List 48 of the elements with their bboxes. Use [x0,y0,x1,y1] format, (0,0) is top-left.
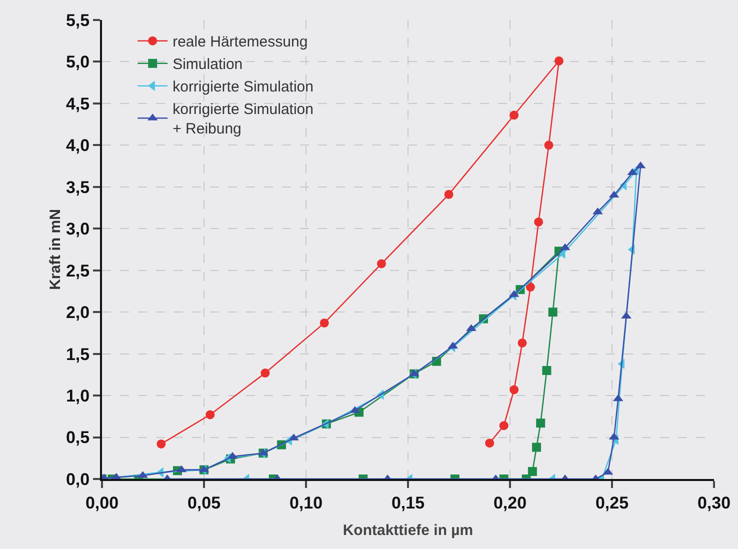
legend-label: korrigierte Simulation [172,78,314,96]
y-tick-label: 5,0 [66,52,90,72]
point [548,308,558,317]
x-tick-label: 0,00 [85,493,119,512]
y-tick-label: 1,5 [66,344,90,364]
x-tick-label: 0,25 [595,493,629,512]
x-axis-title: Kontakttiefe in µm [342,522,474,539]
x-tick-label: 0,05 [187,493,221,512]
legend-label: korrigierte Simulation + Reibung [172,101,314,138]
point [499,421,508,430]
y-tick-label: 2,5 [66,261,90,280]
point [528,466,537,476]
point [206,410,215,420]
point [444,190,454,199]
y-tick-label: 0,5 [66,428,90,448]
y-tick-label: 3,0 [66,220,90,239]
point [156,439,166,448]
point [466,324,476,332]
point [260,368,270,378]
y-tick-label: 1,0 [66,386,90,406]
point [542,366,552,376]
point [534,217,544,226]
y-tick-label: 4,5 [66,94,90,114]
point [621,312,632,319]
y-tick-label: 3,5 [66,178,90,197]
point [510,110,519,120]
y-tick-label: 0,0 [66,470,90,489]
point [554,56,564,66]
point [320,318,329,328]
legend-label: reale Härtemessung [172,34,308,51]
point [485,438,494,448]
point [518,338,527,348]
point [544,140,554,150]
point [536,418,546,428]
legend-label: Simulation [172,56,243,74]
x-tick-label: 0,30 [697,493,731,512]
x-tick-label: 0,15 [391,493,425,512]
y-tick-label: 2,0 [66,303,90,322]
y-tick-label: 5,5 [66,10,90,30]
y-tick-label: 4,0 [66,136,90,156]
x-tick-label: 0,20 [493,493,527,512]
point [592,207,603,214]
point [510,385,519,394]
x-tick-label: 0,10 [289,493,323,512]
point [376,259,386,268]
point [526,282,535,292]
y-axis-title: Kraft in mN [46,209,64,290]
point [532,442,542,452]
